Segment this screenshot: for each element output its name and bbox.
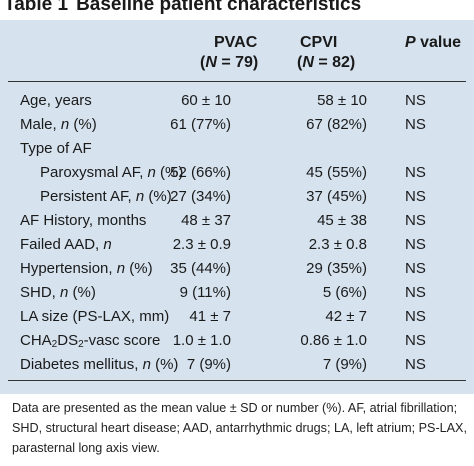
pvac-value: 60 ± 10: [181, 92, 231, 109]
table-title: Table 1 Baseline patient characteristics: [4, 0, 361, 16]
pvac-value: 7 (9%): [186, 356, 231, 373]
col-header-cpvi-n: (N = 82): [297, 54, 356, 71]
table-footnote: Data are presented as the mean value ± S…: [12, 401, 467, 455]
row-label: Failed AAD, n: [20, 236, 112, 253]
row-label: Hypertension, n (%): [20, 260, 153, 277]
cpvi-value: 58 ± 10: [317, 92, 367, 109]
pvac-value: 48 ± 37: [181, 212, 231, 229]
p-value: NS: [405, 260, 426, 277]
cpvi-value: 37 (45%): [306, 188, 367, 205]
cpvi-value: 29 (35%): [306, 260, 367, 277]
p-value: NS: [405, 164, 426, 181]
row-label: CHA2DS2-vasc score: [20, 332, 161, 350]
p-value: NS: [405, 212, 426, 229]
title-bar: Table 1 Baseline patient characteristics: [0, 0, 474, 20]
pvac-value: 9 (11%): [179, 284, 231, 301]
row-label: Age, years: [20, 92, 92, 109]
row-label: LA size (PS-LAX, mm): [20, 308, 170, 325]
table-label: Table 1: [4, 0, 69, 15]
cpvi-value: 42 ± 7: [325, 308, 367, 325]
pvac-value: 52 (66%): [170, 164, 231, 181]
row-label: Paroxysmal AF, n (%): [40, 164, 184, 181]
pvac-value: 2.3 ± 0.9: [172, 236, 231, 253]
table-panel: PVAC (N = 79) CPVI (N = 82) P value Age,…: [0, 20, 474, 394]
p-value: NS: [405, 188, 426, 205]
table-title-text: Baseline patient characteristics: [76, 0, 362, 15]
cpvi-value: 7 (9%): [322, 356, 367, 373]
cpvi-value: 45 (55%): [306, 164, 367, 181]
p-value: NS: [405, 332, 426, 349]
p-value: NS: [405, 116, 426, 133]
row-label: Male, n (%): [20, 116, 97, 133]
col-header-pvac-n: (N = 79): [200, 54, 259, 71]
cpvi-value: 5 (6%): [322, 284, 367, 301]
p-value: NS: [405, 284, 426, 301]
header-rule: [8, 81, 466, 82]
p-value: NS: [405, 308, 426, 325]
p-value: NS: [405, 92, 426, 109]
row-label: Diabetes mellitus, n (%): [20, 356, 179, 373]
pvac-value: 41 ± 7: [189, 308, 231, 325]
cpvi-value: 0.86 ± 1.0: [300, 332, 367, 349]
pvac-value: 61 (77%): [170, 116, 231, 133]
row-label: Persistent AF, n (%): [40, 188, 172, 205]
row-label: AF History, months: [20, 212, 147, 229]
pvac-value: 1.0 ± 1.0: [172, 332, 231, 349]
p-value: NS: [405, 356, 426, 373]
bottom-rule: [8, 380, 466, 381]
row-label: Type of AF: [20, 140, 92, 157]
pvac-value: 35 (44%): [170, 260, 231, 277]
p-value: NS: [405, 236, 426, 253]
col-header-p: P value: [405, 34, 462, 51]
cpvi-value: 67 (82%): [306, 116, 367, 133]
cpvi-value: 45 ± 38: [317, 212, 367, 229]
row-label: SHD, n (%): [20, 284, 96, 301]
cpvi-value: 2.3 ± 0.8: [308, 236, 367, 253]
pvac-value: 27 (34%): [170, 188, 231, 205]
col-header-pvac: PVAC: [214, 34, 258, 51]
col-header-cpvi: CPVI: [300, 34, 338, 51]
